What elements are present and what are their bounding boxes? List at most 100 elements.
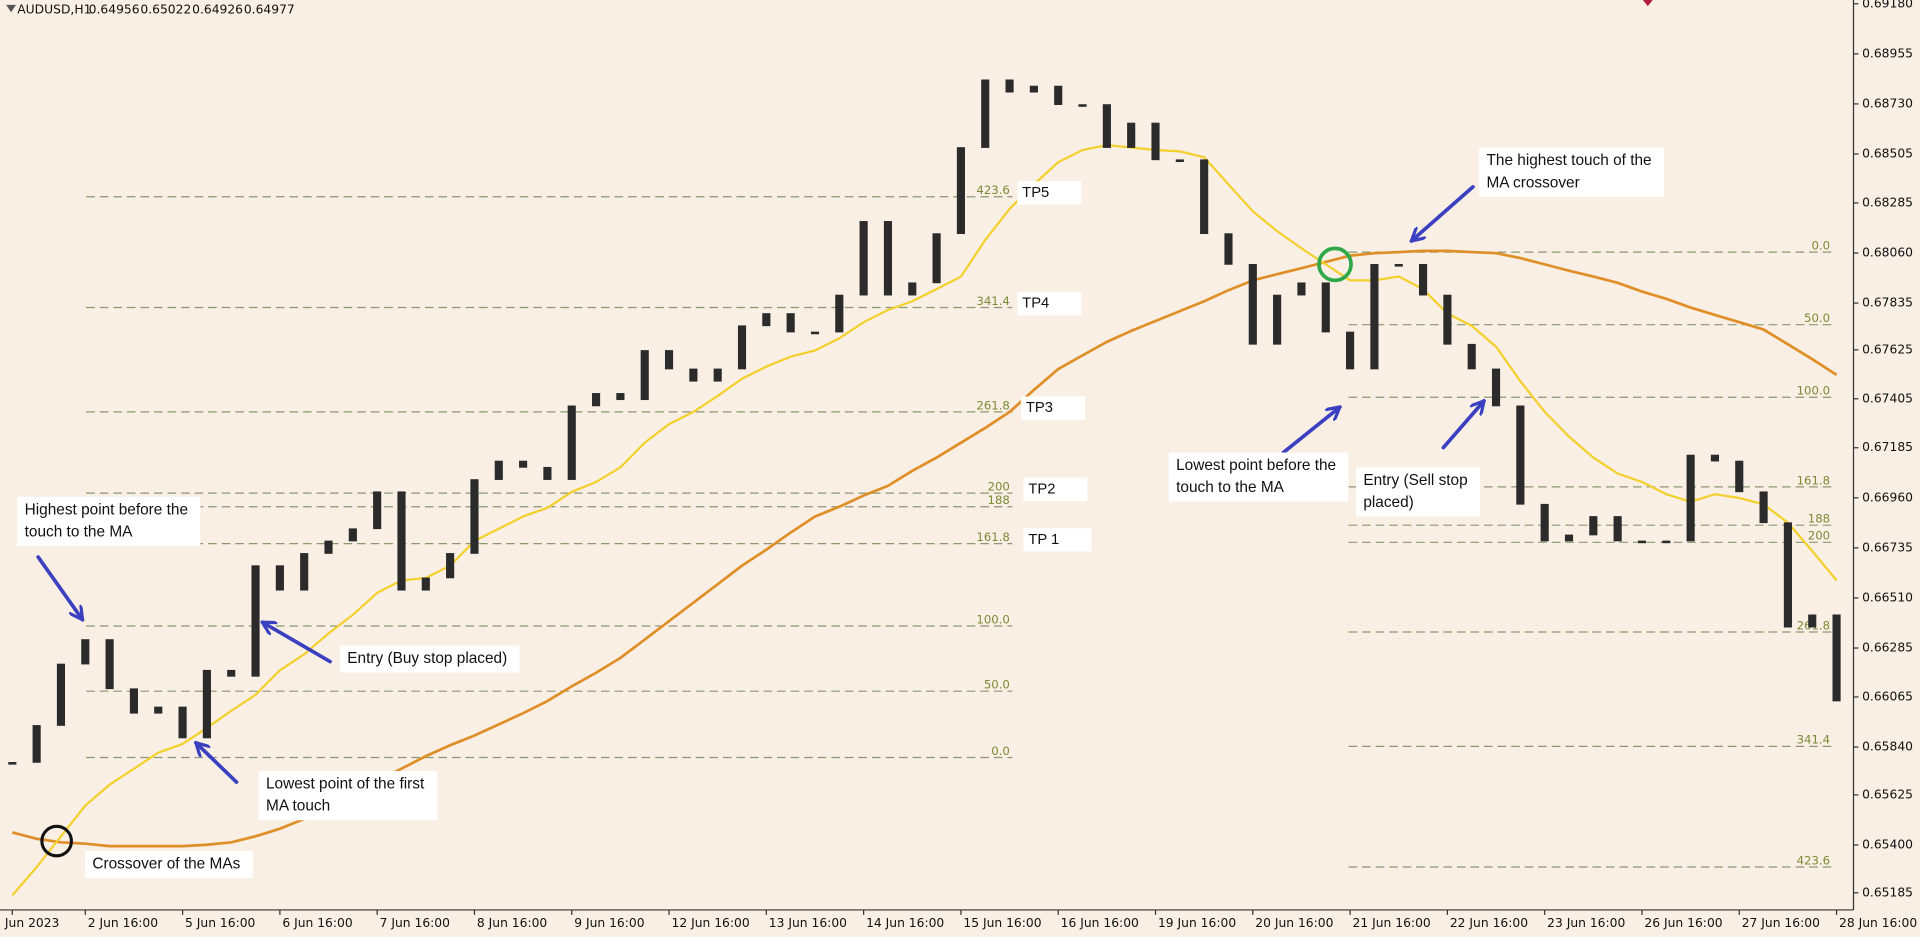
fib-label: 50.0	[1804, 311, 1830, 325]
candle	[348, 528, 357, 542]
ohlc-value: 0.64926	[192, 2, 243, 16]
symbol: AUDUSD,H1	[17, 2, 91, 16]
annotation-text: Highest point before the	[25, 501, 188, 518]
annotation-text: Crossover of the MAs	[92, 856, 240, 873]
candle	[567, 405, 576, 480]
candle	[981, 79, 990, 148]
arrow	[1281, 407, 1340, 455]
tp-label: TP5	[1022, 185, 1049, 201]
candle	[178, 706, 187, 739]
symbol-icon	[6, 4, 17, 13]
x-tick-label: 26 Jun 16:00	[1644, 916, 1722, 930]
fib-label: 341.4	[1797, 733, 1830, 747]
y-tick-label: 0.65400	[1862, 837, 1913, 851]
candle	[592, 393, 601, 407]
y-tick-label: 0.66285	[1862, 641, 1913, 655]
arrow	[1441, 401, 1484, 450]
x-tick-label: 20 Jun 16:00	[1255, 916, 1333, 930]
tp-label: TP2	[1028, 481, 1055, 497]
x-tick-label: 19 Jun 16:00	[1158, 916, 1236, 930]
y-tick-label: 0.66510	[1862, 590, 1913, 604]
candle	[1054, 85, 1063, 105]
tp-box	[1017, 292, 1082, 316]
tp-box	[1023, 477, 1088, 502]
annotation-text: touch to the MA	[25, 524, 134, 541]
tp-box	[1023, 528, 1092, 552]
y-tick-label: 0.65185	[1862, 885, 1913, 899]
fib-label: 161.8	[1797, 473, 1830, 487]
annotation-box	[1479, 147, 1664, 197]
y-tick-label: 0.68730	[1862, 96, 1913, 110]
fib-label: 100.0	[976, 612, 1009, 626]
annotation-text: Entry (Buy stop placed)	[347, 650, 507, 667]
candle	[786, 313, 795, 333]
fib-label: 161.8	[976, 530, 1009, 544]
x-tick-label: 15 Jun 16:00	[963, 916, 1041, 930]
arrow	[36, 555, 82, 620]
annotation-text: The highest touch of the	[1486, 152, 1651, 169]
candle	[105, 639, 114, 690]
candle	[1419, 264, 1428, 296]
x-tick-label: 14 Jun 16:00	[866, 916, 944, 930]
candle	[1321, 282, 1330, 333]
y-tick-label: 0.66065	[1862, 689, 1913, 703]
y-tick-label: 0.66960	[1862, 490, 1913, 504]
candle	[32, 725, 41, 763]
annotation-text: Lowest point before the	[1176, 457, 1336, 474]
candle	[640, 350, 649, 401]
x-tick-label: 5 Jun 16:00	[185, 916, 255, 930]
candle	[713, 368, 722, 382]
annotation-text: Entry (Sell stop	[1363, 472, 1467, 489]
candle	[56, 663, 66, 726]
candle	[1078, 104, 1087, 107]
candle	[1005, 79, 1014, 93]
annotation-box	[258, 770, 438, 821]
y-tick-label: 0.67625	[1862, 342, 1913, 356]
candle	[543, 466, 552, 480]
candle	[1808, 614, 1817, 628]
candle	[1637, 540, 1647, 544]
candle	[1102, 104, 1111, 148]
candle	[835, 294, 844, 333]
candle	[1029, 85, 1038, 93]
x-tick-label: 9 Jun 16:00	[574, 916, 644, 930]
fib-label: 188	[1808, 512, 1830, 526]
ohlc-value: 0.64956	[89, 2, 140, 16]
y-tick-label: 0.65625	[1862, 787, 1913, 801]
candle	[154, 706, 163, 714]
y-tick-label: 0.68285	[1862, 195, 1913, 209]
tp-label: TP 1	[1028, 532, 1059, 548]
candle	[1248, 264, 1257, 345]
arrow	[1411, 185, 1475, 241]
x-tick-label: 21 Jun 16:00	[1353, 916, 1431, 930]
candle	[1127, 122, 1136, 148]
candle	[1443, 294, 1452, 345]
annotation-box	[84, 850, 253, 878]
x-tick-label: 16 Jun 16:00	[1061, 916, 1139, 930]
fib-label: 0.0	[991, 744, 1010, 758]
candle	[908, 282, 917, 296]
marker	[1642, 0, 1653, 7]
x-tick-label: 6 Jun 16:00	[282, 916, 352, 930]
annotation-box	[1355, 467, 1480, 517]
candle	[1710, 454, 1720, 462]
fib-label: 423.6	[976, 183, 1009, 197]
y-tick-label: 0.65840	[1862, 740, 1913, 754]
fib-label: 50.0	[984, 678, 1010, 692]
candle	[1467, 343, 1476, 370]
x-tick-label: 28 Jun 16:00	[1839, 916, 1917, 930]
candle	[446, 553, 455, 579]
arrow	[196, 743, 239, 784]
fib-label: 0.0	[1811, 238, 1830, 252]
x-tick-label: 2 Jun 16:00	[88, 916, 158, 930]
fib-label: 261.8	[976, 398, 1009, 412]
fib-label: 188	[988, 493, 1010, 507]
candle	[1297, 282, 1306, 296]
candle	[373, 491, 382, 530]
candle	[1394, 264, 1403, 267]
fib-label: 200	[988, 479, 1010, 493]
candle	[1200, 159, 1209, 235]
y-tick-label: 0.68955	[1862, 46, 1913, 60]
candle	[883, 221, 893, 296]
